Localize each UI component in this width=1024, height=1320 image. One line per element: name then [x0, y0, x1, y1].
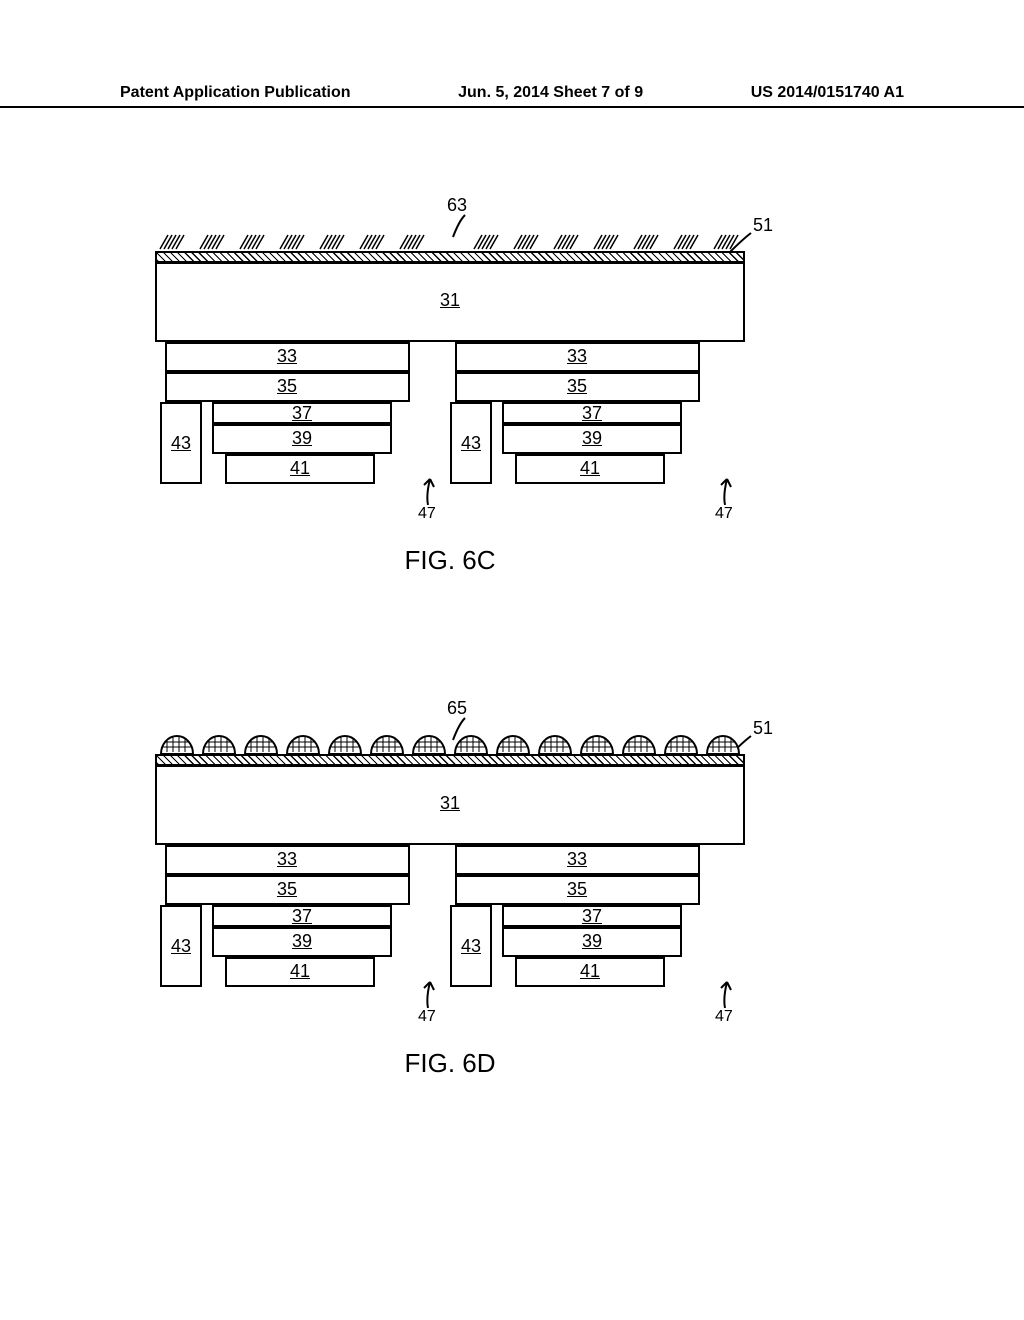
figure-6c-caption: FIG. 6C [155, 545, 745, 576]
mask-feature-icon [713, 233, 741, 251]
mask-feature-icon [399, 233, 427, 251]
mask-feature-icon [319, 233, 347, 251]
label-37-right-d: 37 [582, 906, 602, 927]
label-41-right: 41 [580, 458, 600, 479]
lens-feature-icon [369, 732, 405, 756]
label-37-right: 37 [582, 403, 602, 424]
label-39-left-d: 39 [292, 931, 312, 952]
lens-feature-icon [411, 732, 447, 756]
label-35-right-d: 35 [567, 879, 587, 900]
label-43-right-d: 43 [461, 936, 481, 957]
ref-47-right-d: 47 [715, 1008, 733, 1026]
lens-feature-icon [453, 732, 489, 756]
mask-feature-icon [159, 233, 187, 251]
ref-51: 51 [753, 215, 773, 236]
page-header: Patent Application Publication Jun. 5, 2… [0, 84, 1024, 108]
lens-feature-icon [201, 732, 237, 756]
label-35-left-d: 35 [277, 879, 297, 900]
label-33-right: 33 [567, 346, 587, 367]
mask-feature-icon [239, 233, 267, 251]
label-43-left-d: 43 [171, 936, 191, 957]
label-43-right: 43 [461, 433, 481, 454]
mask-feature-icon [279, 233, 307, 251]
label-39-left: 39 [292, 428, 312, 449]
ref-47-left-d: 47 [418, 1008, 436, 1026]
header-left: Patent Application Publication [120, 84, 351, 102]
label-33-left: 33 [277, 346, 297, 367]
label-33-left-d: 33 [277, 849, 297, 870]
label-39-right-d: 39 [582, 931, 602, 952]
label-41-right-d: 41 [580, 961, 600, 982]
label-35-left: 35 [277, 376, 297, 397]
figure-6d: 65 51 [155, 698, 745, 1079]
arrow-47-left-d [420, 968, 436, 1008]
header-center: Jun. 5, 2014 Sheet 7 of 9 [458, 84, 643, 102]
ref-51-d: 51 [753, 718, 773, 739]
lens-feature-icon [621, 732, 657, 756]
label-43-left: 43 [171, 433, 191, 454]
mask-feature-icon [593, 233, 621, 251]
lens-feature-icon [285, 732, 321, 756]
lens-feature-icon [537, 732, 573, 756]
mask-feature-icon [513, 233, 541, 251]
figure-6c: 63 51 [155, 195, 745, 576]
lens-feature-icon [243, 732, 279, 756]
lens-feature-icon [159, 732, 195, 756]
mask-feature-icon [553, 233, 581, 251]
figure-6c-diagram: 63 51 [155, 195, 745, 525]
figure-6d-caption: FIG. 6D [155, 1048, 745, 1079]
label-37-left: 37 [292, 403, 312, 424]
label-31-d: 31 [440, 793, 460, 814]
label-35-right: 35 [567, 376, 587, 397]
arrow-47-right-d [717, 968, 733, 1008]
mask-feature-icon [673, 233, 701, 251]
label-39-right: 39 [582, 428, 602, 449]
label-41-left: 41 [290, 458, 310, 479]
label-33-right-d: 33 [567, 849, 587, 870]
label-41-left-d: 41 [290, 961, 310, 982]
lens-feature-icon [663, 732, 699, 756]
ref-47-right: 47 [715, 505, 733, 523]
mask-feature-icon [359, 233, 387, 251]
label-37-left-d: 37 [292, 906, 312, 927]
header-right: US 2014/0151740 A1 [751, 84, 904, 102]
lens-feature-icon [327, 732, 363, 756]
arrow-47-left [420, 465, 436, 505]
figure-6d-diagram: 65 51 [155, 698, 745, 1028]
label-31: 31 [440, 290, 460, 311]
arrow-47-right [717, 465, 733, 505]
lens-feature-icon [495, 732, 531, 756]
mask-feature-icon [199, 233, 227, 251]
mask-feature-icon [633, 233, 661, 251]
ref-47-left: 47 [418, 505, 436, 523]
lens-feature-icon [705, 732, 741, 756]
mask-feature-icon [473, 233, 501, 251]
lens-feature-icon [579, 732, 615, 756]
